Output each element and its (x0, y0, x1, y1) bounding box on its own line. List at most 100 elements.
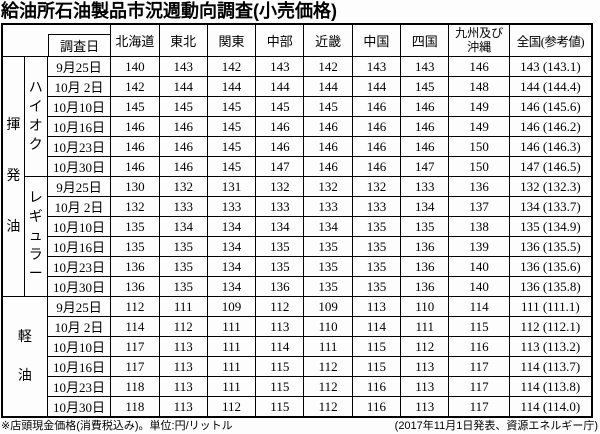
column-header-chugoku: 中国 (351, 23, 402, 57)
price-cell: 134 (255, 216, 305, 237)
price-cell: 135 (351, 256, 402, 277)
table-row: 10月10日 145 145 145 145 145 146 146 149 146 (145.6… (2, 96, 593, 117)
national-price-cell: 114 (113.7) (508, 356, 593, 377)
footnote-source: (2017年11月1日発表、資源エネルギー庁) (394, 420, 598, 432)
price-cell: 114 (255, 336, 305, 357)
price-table: 調査日 北海道 東北 関東 中部 近畿 中国 四国 九州及び沖縄 全国(参考値)… (1, 23, 593, 418)
price-cell: 115 (255, 376, 305, 397)
price-cell: 111 (303, 336, 353, 357)
price-cell: 113 (158, 396, 208, 418)
column-header-shikoku: 四国 (400, 23, 450, 57)
national-price-cell: 114 (114.0) (508, 396, 593, 418)
row-label-diesel: 軽 油 (1, 296, 48, 418)
price-cell: 146 (255, 116, 305, 137)
price-cell: 109 (206, 296, 257, 317)
price-cell: 112 (110, 296, 160, 317)
price-cell: 117 (110, 336, 160, 357)
price-cell: 116 (351, 376, 402, 397)
price-cell: 117 (448, 396, 510, 418)
price-cell: 145 (303, 96, 353, 117)
price-cell: 146 (351, 116, 402, 137)
price-cell: 135 (303, 256, 353, 277)
price-cell: 136 (400, 276, 450, 297)
price-cell: 112 (255, 296, 305, 317)
price-cell: 142 (206, 56, 257, 77)
price-cell: 112 (303, 356, 353, 377)
column-header-kinki: 近畿 (303, 23, 353, 57)
price-cell: 133 (206, 196, 257, 217)
column-header-kanto: 関東 (206, 23, 257, 57)
price-cell: 134 (206, 216, 257, 237)
table-row: 揮 発 油ハ イ オ ク 9月25日 140 143 142 143 142 143 143 14… (1, 56, 593, 297)
price-cell: 112 (400, 336, 450, 357)
survey-date-cell: 10月16日 (46, 356, 112, 377)
price-cell: 146 (110, 136, 160, 157)
national-price-cell: 136 (135.8) (508, 276, 593, 297)
price-cell: 135 (158, 236, 208, 257)
price-cell: 134 (400, 196, 450, 217)
table-row: 10月 2日 142 144 144 144 144 144 145 148 144 (144.4… (2, 76, 593, 97)
corner-cell: 調査日 (1, 23, 112, 57)
survey-date-cell: 10月30日 (46, 156, 112, 177)
price-cell: 133 (400, 176, 450, 197)
survey-date-cell: 10月30日 (46, 276, 112, 297)
price-cell: 140 (110, 56, 160, 77)
table-row: 10月23日 136 135 134 135 135 135 136 140 136 (135.6… (2, 256, 593, 277)
price-cell: 135 (351, 276, 402, 297)
price-cell: 113 (400, 396, 450, 418)
table-row: 10月16日 135 135 134 135 135 135 136 139 136 (135.5… (2, 236, 593, 257)
price-cell: 146 (351, 136, 402, 157)
price-cell: 131 (206, 176, 257, 197)
price-cell: 109 (303, 296, 353, 317)
national-price-cell: 114 (113.8) (508, 376, 593, 397)
price-cell: 146 (303, 136, 353, 157)
price-cell: 111 (206, 336, 257, 357)
survey-date-cell: 10月23日 (46, 136, 112, 157)
table-row: 10月10日 135 134 134 134 134 135 135 138 135 (134.9… (2, 216, 593, 237)
national-price-cell: 136 (135.6) (508, 256, 593, 277)
price-cell: 136 (110, 256, 160, 277)
price-cell: 115 (448, 316, 510, 337)
price-cell: 135 (158, 276, 208, 297)
price-cell: 136 (255, 276, 305, 297)
price-cell: 115 (351, 336, 402, 357)
price-cell: 116 (351, 396, 402, 418)
price-cell: 135 (351, 216, 402, 237)
price-cell: 133 (303, 196, 353, 217)
national-price-cell: 113 (113.2) (508, 336, 593, 357)
price-cell: 143 (255, 56, 305, 77)
price-cell: 140 (448, 256, 510, 277)
price-cell: 117 (110, 356, 160, 377)
price-cell: 146 (158, 116, 208, 137)
price-cell: 133 (351, 196, 402, 217)
price-cell: 147 (255, 156, 305, 177)
price-cell: 135 (400, 216, 450, 237)
price-cell: 112 (303, 376, 353, 397)
price-cell: 113 (400, 356, 450, 377)
price-cell: 130 (110, 176, 160, 197)
price-cell: 134 (206, 236, 257, 257)
price-cell: 142 (303, 56, 353, 77)
price-cell: 143 (400, 56, 450, 77)
price-cell: 135 (255, 256, 305, 277)
price-cell: 145 (158, 96, 208, 117)
price-cell: 132 (110, 196, 160, 217)
row-label-high-octane: ハ イ オ ク (23, 56, 48, 177)
national-price-cell: 146 (145.6) (508, 96, 593, 117)
price-cell: 113 (158, 356, 208, 377)
table-row: 10月30日 146 146 145 147 146 146 147 150 147 (146.5… (2, 156, 593, 177)
table-header: 調査日 北海道 東北 関東 中部 近畿 中国 四国 九州及び沖縄 全国(参考値) (1, 23, 593, 57)
table-row: 10月23日 118 113 111 115 112 116 113 117 114 (113.8… (2, 376, 593, 397)
column-header-kyushu-okinawa: 九州及び沖縄 (448, 23, 510, 57)
survey-date-cell: 10月23日 (46, 256, 112, 277)
price-cell: 132 (303, 176, 353, 197)
national-price-cell: 147 (146.5) (508, 156, 593, 177)
price-cell: 113 (158, 336, 208, 357)
price-cell: 114 (351, 316, 402, 337)
survey-date-cell: 10月23日 (46, 376, 112, 397)
price-cell: 132 (351, 176, 402, 197)
price-cell: 136 (110, 276, 160, 297)
price-cell: 145 (206, 116, 257, 137)
price-cell: 111 (206, 316, 257, 337)
price-cell: 145 (206, 136, 257, 157)
